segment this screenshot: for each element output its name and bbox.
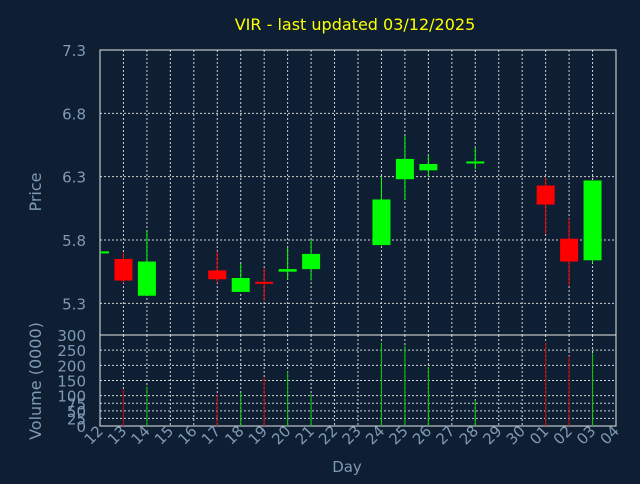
candle [255,267,274,301]
candle [536,177,555,234]
price-tick-label: 5.3 [62,295,86,313]
candle [372,176,391,246]
volume-tick-label: 300 [57,327,86,345]
candle [231,264,250,292]
candle [419,155,438,177]
candle-body [100,251,109,254]
price-axis-label: Price [26,172,45,211]
candle-body [536,185,555,205]
x-axis-label: Day [332,458,362,476]
candle [137,231,156,296]
candle-body [395,158,414,180]
volume-tick-label: 250 [57,342,86,360]
price-panel: 5.3 5.8 6.3 6.8 7.3 [62,42,617,336]
candle-body [278,269,297,272]
volume-tick-label: 50 [67,403,86,421]
chart-title: VIR - last updated 03/12/2025 [235,15,476,34]
volume-axis-label: Volume (0000) [26,322,45,440]
candle-body [419,164,438,171]
candle [395,136,414,200]
candle-body [208,270,227,280]
candle [278,247,297,280]
price-tick-label: 5.8 [62,232,86,250]
volume-tick-label: 200 [57,357,86,375]
candle-body [137,261,156,296]
volume-panel: 0255075100150200250300121314151617181920… [57,327,622,448]
candle [583,180,602,263]
candle-body [583,180,602,261]
volume-tick-label: 75 [67,395,86,413]
candle [560,218,579,286]
volume-plot-frame [99,334,617,427]
candle-body [231,278,250,292]
candle [114,252,133,284]
candle [208,251,227,284]
candle-body [372,199,391,246]
volume-tick-label: 100 [57,388,86,406]
candle [466,147,485,170]
candle-body [560,238,579,262]
price-tick-label: 6.8 [62,105,86,123]
volume-tick-label: 150 [57,373,86,391]
price-tick-label: 7.3 [62,42,86,60]
candle [100,251,109,254]
candle-body [114,259,133,281]
candle-body [466,161,485,164]
candle [302,240,321,281]
price-tick-label: 6.3 [62,169,86,187]
candle-body [302,253,321,270]
volume-tick-label: 25 [67,410,86,428]
candle-body [255,281,274,284]
volume-tick-label: 0 [76,418,86,436]
